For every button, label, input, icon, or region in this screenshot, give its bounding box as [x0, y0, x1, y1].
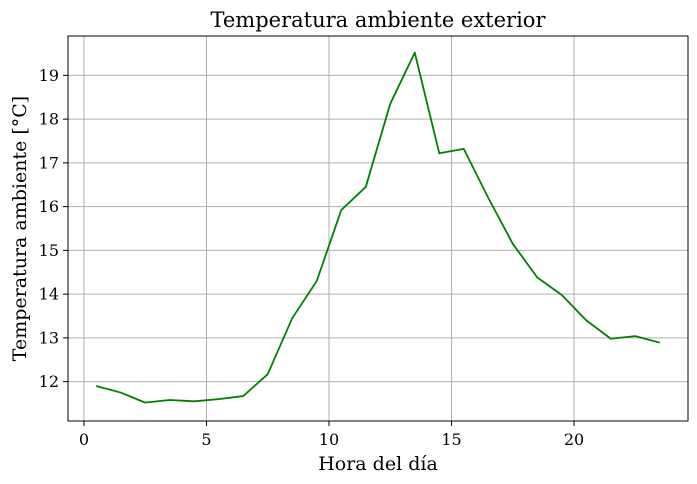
- plot-frame: [67, 35, 689, 422]
- x-tick-label: 20: [564, 430, 584, 449]
- grid-lines: [68, 36, 688, 421]
- y-tick-label: 19: [39, 66, 59, 85]
- y-tick-label: 12: [39, 372, 59, 391]
- y-tick-label: 17: [39, 153, 59, 172]
- x-tick-label: 10: [319, 430, 339, 449]
- x-tick-label: 5: [201, 430, 211, 449]
- series-layer: [95, 51, 661, 404]
- y-tick-label: 16: [39, 197, 59, 216]
- x-tick-label: 15: [441, 430, 461, 449]
- y-tick-label: 14: [39, 285, 59, 304]
- chart-title: Temperatura ambiente exterior: [210, 8, 546, 32]
- tick-layer: 0 5 10 15 20 12 13 14 15 16 17 18 19: [39, 66, 585, 449]
- series-line: [95, 51, 661, 404]
- y-tick-label: 13: [39, 328, 59, 347]
- x-axis-label: Hora del día: [318, 453, 438, 475]
- y-tick-label: 18: [39, 110, 59, 129]
- x-tick-label: 0: [79, 430, 89, 449]
- y-axis-label: Temperatura ambiente [°C]: [9, 96, 31, 361]
- y-tick-label: 15: [39, 241, 59, 260]
